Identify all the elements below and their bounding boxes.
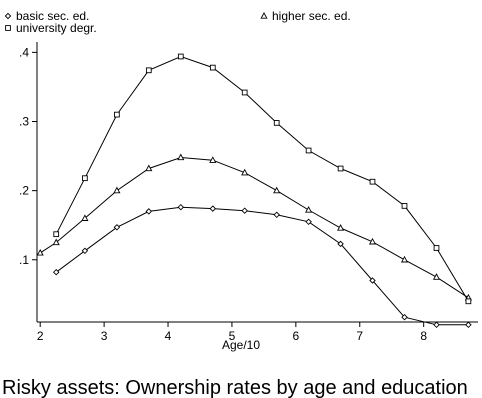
data-point-square: [369, 178, 376, 185]
y-tick-label: .3: [19, 115, 29, 129]
x-tick-label: 3: [101, 329, 108, 343]
legend-label-basic: basic sec. ed.: [16, 9, 89, 23]
legend-label-university: university degr.: [16, 21, 97, 35]
series-triangle: [36, 154, 472, 301]
legend-marker-diamond: [4, 12, 12, 20]
data-point-triangle: [337, 224, 344, 231]
chart-caption: Risky assets: Ownership rates by age and…: [2, 377, 468, 398]
legend-marker-square: [5, 25, 11, 31]
data-point-diamond: [145, 208, 152, 215]
data-point-square: [337, 165, 344, 172]
legend-item-basic: basic sec. ed.: [4, 9, 89, 23]
y-tick-label: .1: [19, 253, 29, 267]
series-diamond: [53, 204, 472, 328]
x-tick-label: 6: [293, 329, 300, 343]
series-line-triangle: [39, 156, 469, 299]
data-point-square: [305, 147, 312, 154]
legend-label-higher: higher sec. ed.: [272, 9, 351, 23]
y-tick-label: .2: [19, 184, 29, 198]
data-point-triangle: [273, 187, 280, 194]
legend-item-higher: higher sec. ed.: [260, 9, 351, 23]
data-point-diamond: [273, 211, 280, 218]
series-square: [53, 53, 472, 305]
data-point-square: [401, 203, 408, 209]
data-point-square: [241, 89, 248, 96]
x-ticks: 2 3 4 5 6 7 8: [37, 322, 427, 343]
data-point-square: [145, 67, 152, 74]
legend: basic sec. ed. university degr. higher s…: [4, 9, 351, 35]
y-tick-label: .4: [19, 45, 29, 59]
data-point-square: [82, 175, 88, 182]
data-point-square: [53, 231, 60, 238]
data-point-diamond: [177, 204, 184, 211]
data-point-diamond: [241, 207, 248, 214]
data-point-triangle: [433, 273, 440, 280]
data-point-triangle: [401, 256, 408, 263]
data-point-diamond: [433, 321, 440, 328]
data-point-square: [177, 53, 184, 60]
data-point-diamond: [209, 205, 216, 212]
x-tick-label: 7: [356, 329, 363, 343]
x-tick-label: 4: [165, 329, 172, 343]
data-point-square: [114, 111, 120, 118]
x-tick-label: 5: [229, 329, 236, 343]
series-line-square: [55, 55, 469, 302]
x-axis-title: Age/10: [222, 338, 260, 352]
data-point-triangle: [305, 206, 312, 213]
data-point-square: [209, 64, 216, 71]
data-point-diamond: [465, 321, 472, 328]
data-point-triangle: [36, 249, 44, 256]
y-ticks: .1 .2 .3 .4: [19, 45, 37, 267]
legend-marker-triangle: [260, 12, 268, 19]
data-point-square: [273, 120, 280, 126]
data-point-triangle: [113, 187, 121, 194]
data-point-square: [465, 298, 472, 305]
x-tick-label: 8: [420, 329, 427, 343]
x-tick-label: 2: [37, 329, 44, 343]
series-line-diamond: [55, 206, 469, 326]
data-point-square: [433, 245, 440, 251]
series-layer: [36, 53, 472, 328]
legend-item-university: university degr.: [5, 21, 97, 35]
data-point-triangle: [177, 154, 185, 161]
